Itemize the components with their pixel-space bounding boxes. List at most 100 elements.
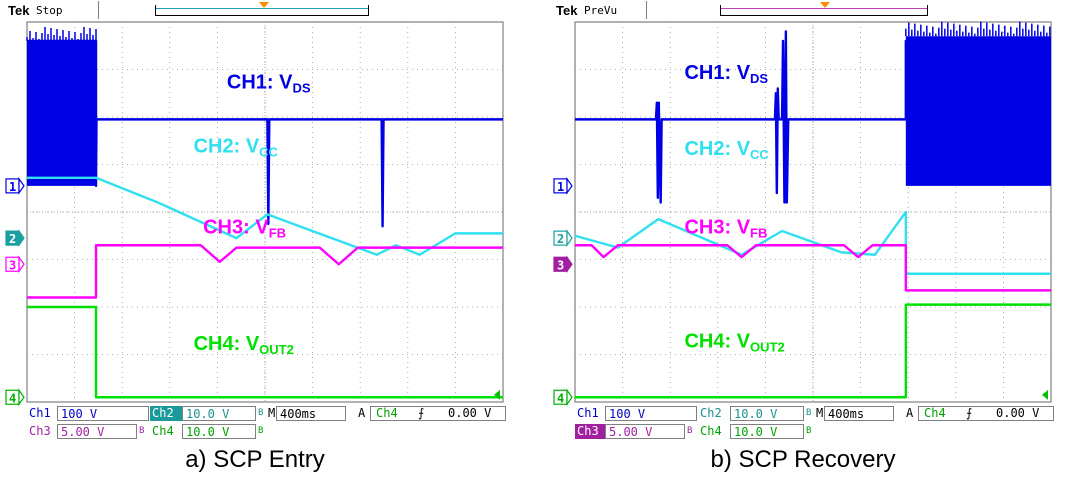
channel-label-ch1: CH1: VDS bbox=[227, 72, 311, 96]
record-window bbox=[721, 8, 927, 9]
trace-line bbox=[27, 39, 503, 228]
channel-label-subscript: DS bbox=[292, 81, 310, 96]
ground-marker-3: 3 bbox=[553, 255, 573, 274]
ch2-scale: 10.0 V bbox=[730, 406, 804, 421]
ch2-bw-limit: B bbox=[258, 408, 264, 418]
trace-ch4: CH4: VOUT2 bbox=[575, 303, 1051, 399]
ground-marker-label: 3 bbox=[557, 258, 564, 272]
status-divider bbox=[646, 1, 647, 19]
channel-label-text: CH2: V bbox=[194, 136, 260, 158]
ch3-bw-limit: B bbox=[687, 426, 693, 436]
ground-marker-4: 4 bbox=[553, 388, 573, 407]
trace-line bbox=[575, 303, 1051, 399]
ch4-label: Ch4 bbox=[700, 424, 722, 438]
trigger-level: 0.00 V bbox=[448, 406, 492, 420]
acquisition-state: Stop bbox=[36, 4, 63, 17]
ground-marker-1: 1 bbox=[553, 177, 573, 195]
ground-marker-label: 1 bbox=[9, 180, 16, 194]
ch1-scale: 100 V bbox=[57, 406, 149, 421]
channel-label-subscript: CC bbox=[259, 145, 278, 160]
channel-label-ch2: CH2: VCC bbox=[194, 136, 279, 160]
channel-label-text: CH1: V bbox=[227, 72, 293, 94]
ground-marker-label: 2 bbox=[9, 232, 16, 246]
ground-marker-arrow bbox=[18, 255, 25, 274]
status-divider bbox=[98, 1, 99, 19]
channel-label-subscript: FB bbox=[750, 225, 767, 240]
trace-ch1: CH1: VDS bbox=[575, 21, 1051, 204]
ch2-label: Ch2 bbox=[150, 406, 184, 421]
ground-marker-label: 3 bbox=[9, 258, 16, 272]
acquisition-state: PreVu bbox=[584, 4, 618, 17]
trigger-slope-icon: ⨍ bbox=[418, 406, 425, 420]
trigger-mode-label: A bbox=[358, 406, 366, 420]
switching-burst bbox=[27, 41, 97, 186]
figure-caption: a) SCP Entry bbox=[185, 446, 325, 473]
channel-label-ch3: CH3: VFB bbox=[203, 216, 286, 240]
ch2-scale: 10.0 V bbox=[182, 406, 256, 421]
ch4-label: Ch4 bbox=[152, 424, 174, 438]
trace-line bbox=[27, 244, 503, 299]
channel-label-text: CH1: V bbox=[684, 62, 750, 84]
ground-marker-label: 2 bbox=[557, 232, 564, 246]
trigger-box bbox=[370, 406, 506, 421]
trigger-box bbox=[918, 406, 1054, 421]
trace-ch3: CH3: VFB bbox=[575, 216, 1051, 292]
channel-label-text: CH4: V bbox=[194, 333, 260, 355]
ground-marker-label: 4 bbox=[557, 391, 564, 405]
ground-marker-2: 2 bbox=[5, 229, 25, 247]
trigger-source: Ch4 bbox=[924, 406, 946, 420]
ground-marker-2: 2 bbox=[553, 229, 573, 247]
ground-marker-label: 1 bbox=[557, 180, 564, 194]
trigger-source: Ch4 bbox=[376, 406, 398, 420]
record-window bbox=[156, 8, 368, 9]
trace-ch3: CH3: VFB bbox=[27, 216, 503, 299]
timebase-label: M bbox=[816, 406, 824, 420]
ground-marker-arrow bbox=[566, 388, 573, 407]
ground-marker-arrow bbox=[566, 229, 573, 247]
ch4-bw-limit: B bbox=[806, 426, 812, 436]
timebase-value: 400ms bbox=[276, 406, 346, 421]
ch1-label: Ch1 bbox=[577, 406, 599, 420]
timebase-label: M bbox=[268, 406, 276, 420]
channel-label-ch4: CH4: VOUT2 bbox=[684, 330, 784, 354]
timebase-value: 400ms bbox=[824, 406, 894, 421]
ch1-scale: 100 V bbox=[605, 406, 697, 421]
scope-status-bar: Tek Stop bbox=[0, 0, 510, 20]
channel-label-text: CH2: V bbox=[684, 138, 750, 160]
trigger-position-icon bbox=[259, 2, 269, 8]
trace-line bbox=[575, 244, 1051, 292]
ground-marker-arrow bbox=[566, 255, 573, 274]
ground-marker-3: 3 bbox=[5, 255, 25, 274]
ground-marker-arrow bbox=[18, 177, 25, 195]
channel-label-subscript: FB bbox=[269, 225, 286, 240]
scope-panel-scp-recovery: Tek PreVu CH1: VDS CH2: VCC CH3: VFB CH4: V… bbox=[548, 0, 1058, 479]
channel-label-ch4: CH4: VOUT2 bbox=[194, 333, 294, 357]
trigger-slope-icon: ⨍ bbox=[966, 406, 973, 420]
trigger-position-icon bbox=[820, 2, 830, 8]
channel-label-text: CH4: V bbox=[684, 330, 750, 352]
burst-spikes bbox=[905, 21, 1051, 37]
scope-status-bar: Tek PreVu bbox=[548, 0, 1058, 20]
ch4-bw-limit: B bbox=[258, 426, 264, 436]
channel-label-ch1: CH1: VDS bbox=[684, 62, 768, 86]
trace-line bbox=[575, 30, 1051, 204]
scope-panel-scp-entry: Tek Stop CH1: VDS CH2: VCC CH3: VFB CH4: VO… bbox=[0, 0, 510, 479]
channel-label-subscript: OUT2 bbox=[259, 342, 294, 357]
brand-logo: Tek bbox=[556, 3, 578, 18]
ground-marker-arrow bbox=[566, 177, 573, 195]
trigger-level-icon bbox=[1042, 389, 1048, 400]
ch2-label: Ch2 bbox=[700, 406, 722, 420]
figure-caption: b) SCP Recovery bbox=[710, 446, 896, 473]
trace-ch2: CH2: VCC bbox=[574, 138, 1051, 275]
brand-logo: Tek bbox=[8, 3, 30, 18]
trigger-mode-label: A bbox=[906, 406, 914, 420]
channel-label-text: CH3: V bbox=[684, 216, 750, 238]
oscilloscope-display: CH1: VDS CH2: VCC CH3: VFB CH4: VOUT2 1 2 3 4 bbox=[5, 21, 504, 407]
ground-marker-4: 4 bbox=[5, 388, 25, 407]
ch2-bw-limit: B bbox=[806, 408, 812, 418]
trace-line bbox=[27, 305, 503, 399]
trigger-level-icon bbox=[494, 389, 500, 400]
ch1-label: Ch1 bbox=[29, 406, 51, 420]
channel-label-text: CH3: V bbox=[203, 216, 269, 238]
ground-marker-1: 1 bbox=[5, 177, 25, 195]
